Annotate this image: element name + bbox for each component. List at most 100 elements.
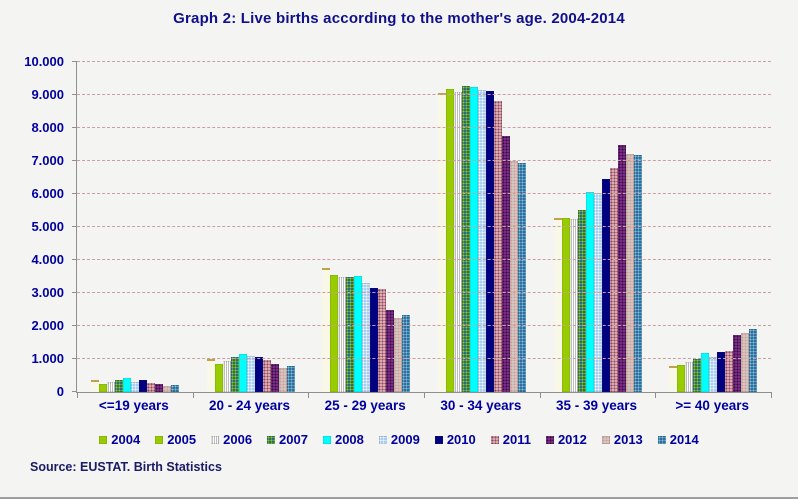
bar-2007 [577,209,586,392]
bar-2008 [122,378,131,392]
y-tick [72,160,77,161]
bar-group [308,62,424,392]
x-tick [539,392,541,398]
bar-2008 [585,192,594,392]
x-tick [771,392,772,398]
bar-2005 [330,274,339,392]
bar-2009 [709,357,718,392]
source-note: Source: EUSTAT. Birth Statistics [30,460,222,474]
legend-label: 2007 [279,432,308,447]
bar-2009 [130,381,139,392]
bar-2009 [246,355,255,392]
bar-2014 [749,329,758,392]
x-tick [77,392,78,398]
legend-label: 2010 [446,432,476,447]
y-axis-label: 1.000 [31,351,64,366]
legend-swatch [657,435,666,444]
bar-2011 [493,100,502,392]
bar-2008 [238,354,247,392]
x-axis-label: >= 40 years [675,398,749,413]
bar-2006 [569,219,578,392]
legend-swatch [267,435,276,444]
bar-2004 [553,218,562,392]
y-axis-label: 7.000 [31,153,64,168]
legend-label: 2009 [390,432,420,447]
x-axis-label: 25 - 29 years [324,398,406,413]
plot-area [72,61,772,398]
y-axis-label: 2.000 [31,318,64,333]
legend-swatch [545,435,554,444]
bar-2006 [106,382,115,392]
legend-label: 2012 [557,432,587,447]
x-axis-label: <=19 years [98,398,169,413]
x-axis-label: 30 - 34 years [440,398,522,413]
y-tick [72,193,77,194]
bar-2005 [445,89,454,392]
bar-2012 [733,334,742,392]
legend-label: 2006 [223,432,253,447]
legend-item-2009: 2009 [378,432,420,447]
bar-2004 [90,380,99,392]
bar-2012 [617,144,626,392]
bar-2014 [286,365,295,392]
page-title: Graph 2: Live births according to the mo… [173,10,625,27]
legend-label: 2013 [613,432,643,447]
bar-2010 [485,91,494,392]
legend-swatch [211,435,220,444]
bar-2008 [701,353,710,392]
legend-item-2014: 2014 [657,432,699,447]
bar-2005 [561,217,570,392]
y-tick [72,61,77,62]
bar-2010 [717,351,726,392]
bar-2004 [206,359,215,392]
bar-2009 [477,90,486,392]
bar-2006 [453,91,462,392]
bar-2007 [114,380,123,392]
legend-label: 2014 [669,432,699,447]
y-axis-label: 10.000 [24,54,64,69]
bar-group [193,62,309,392]
legend-swatch [434,435,443,444]
legend-label: 2008 [334,432,364,447]
bar-2010 [601,179,610,392]
bar-2004 [437,93,446,392]
bar-2009 [593,193,602,392]
legend-swatch [601,435,610,444]
y-axis-label: 5.000 [31,219,64,234]
y-tick [72,292,77,293]
bar-2007 [693,359,702,392]
legend-swatch [155,435,164,444]
y-axis-labels: 0 1.000 2.000 3.000 4.000 5.000 6.000 7.000 8.00… [0,54,70,399]
legend-item-2008: 2008 [322,432,364,447]
x-axis-labels: <=19 years 20 - 24 years 25 - 29 years 30 -… [76,398,770,413]
bar-2008 [354,275,363,392]
bar-2014 [517,163,526,392]
legend-item-2011: 2011 [490,432,531,447]
bar-2013 [278,368,287,392]
bar-2009 [362,283,371,392]
bar-2013 [162,385,171,392]
bar-2007 [346,276,355,392]
y-axis-label: 4.000 [31,252,64,267]
bar-2011 [609,167,618,392]
bar-2004 [322,267,331,392]
bar-2006 [685,361,694,392]
bar-2006 [222,360,231,392]
legend-label: 2011 [502,432,531,447]
legend-item-2012: 2012 [545,432,587,447]
y-axis-label: 0 [56,384,64,399]
legend-swatch [99,435,108,444]
bar-2005 [214,363,223,392]
bar-groups [77,62,771,392]
y-tick [72,259,77,260]
legend-swatch [490,435,499,444]
legend: 2004 2005 2006 2007 2008 2009 2010 2011 2012 2013… [0,432,798,447]
x-tick [424,392,425,398]
y-tick [72,391,77,392]
bar-2013 [394,318,403,392]
x-axis-label: 35 - 39 years [555,398,638,413]
bar-2010 [138,380,147,392]
bar-2008 [469,87,478,392]
y-tick [72,226,77,227]
bar-2006 [338,276,347,392]
